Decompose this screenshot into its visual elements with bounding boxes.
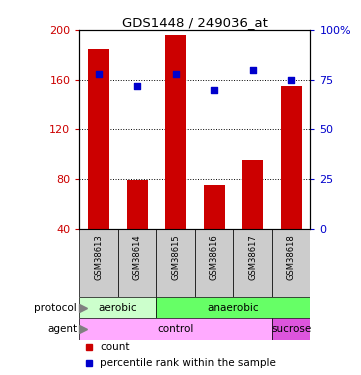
Point — [134, 82, 140, 88]
Bar — [88, 49, 109, 229]
Point — [211, 87, 217, 93]
Bar — [79, 318, 272, 340]
Point — [250, 67, 256, 73]
Bar — [79, 297, 156, 318]
Bar — [234, 229, 272, 297]
Text: GSM38615: GSM38615 — [171, 234, 180, 280]
Bar — [165, 35, 186, 229]
Title: GDS1448 / 249036_at: GDS1448 / 249036_at — [122, 16, 268, 29]
Point — [288, 76, 294, 82]
Text: agent: agent — [47, 324, 77, 334]
Bar — [195, 229, 234, 297]
Text: percentile rank within the sample: percentile rank within the sample — [100, 358, 276, 369]
Point — [173, 71, 179, 77]
Bar — [242, 160, 263, 229]
Bar — [280, 86, 302, 229]
Bar — [127, 180, 148, 229]
Bar — [79, 229, 118, 297]
Text: GSM38616: GSM38616 — [210, 234, 219, 280]
Text: GSM38617: GSM38617 — [248, 234, 257, 280]
Text: sucrose: sucrose — [271, 324, 311, 334]
Bar — [272, 229, 310, 297]
Text: GSM38618: GSM38618 — [287, 234, 296, 280]
Bar — [272, 318, 310, 340]
Text: GSM38613: GSM38613 — [94, 234, 103, 280]
Text: aerobic: aerobic — [99, 303, 137, 313]
Text: protocol: protocol — [34, 303, 77, 313]
Bar — [204, 185, 225, 229]
Point — [96, 71, 101, 77]
Text: count: count — [100, 342, 130, 352]
Bar — [118, 229, 156, 297]
Text: control: control — [157, 324, 194, 334]
Text: anaerobic: anaerobic — [208, 303, 259, 313]
Bar — [156, 229, 195, 297]
Text: GSM38614: GSM38614 — [133, 234, 142, 280]
Bar — [156, 297, 310, 318]
